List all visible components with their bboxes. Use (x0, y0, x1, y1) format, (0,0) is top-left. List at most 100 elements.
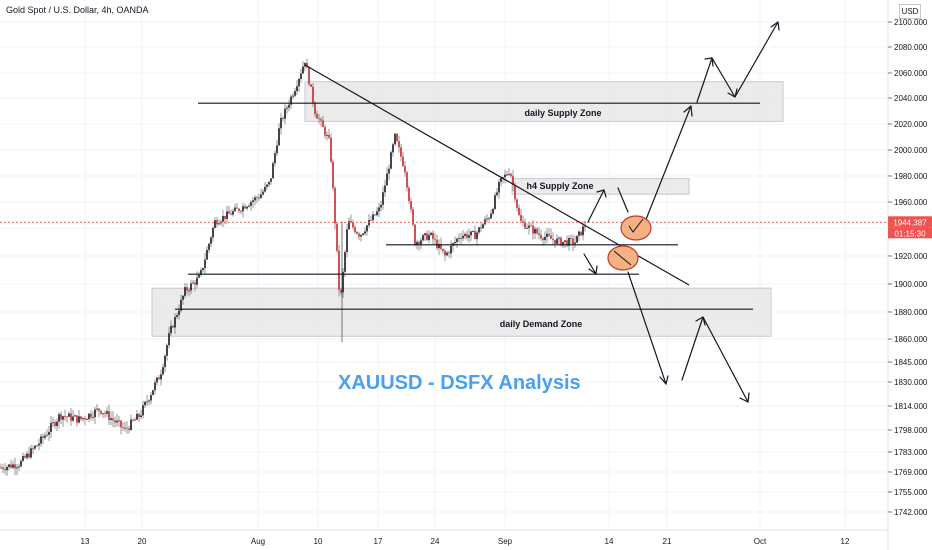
price-tick-label: 2000.000 (894, 146, 928, 155)
candle-body (512, 175, 514, 185)
candle-body (34, 445, 36, 449)
candle-body (384, 185, 386, 193)
horizontal-levels (175, 102, 760, 310)
candle-body (326, 134, 328, 136)
candles (0, 58, 586, 476)
candle-body (184, 287, 186, 296)
arrowhead (596, 189, 607, 198)
candle-body (74, 415, 76, 417)
time-tick-label: 13 (81, 537, 90, 546)
candle-body (408, 187, 410, 202)
candle-body (470, 231, 472, 236)
price-axis[interactable]: 2100.000 2080.000 2060.000 2040.000 2020.000… (888, 18, 928, 517)
candle-body (8, 464, 10, 467)
price-tick-label: 2100.000 (894, 18, 928, 27)
candle-body (352, 222, 354, 228)
candle-body (178, 310, 180, 316)
candle-body (396, 133, 398, 142)
time-tick-label: 20 (138, 537, 147, 546)
candle-body (370, 220, 372, 221)
candle-body (268, 181, 270, 185)
candle-body (248, 205, 250, 207)
candle-body (64, 416, 66, 418)
candle-body (356, 232, 358, 234)
candle-body (24, 456, 26, 458)
candle-body (464, 233, 466, 236)
candle-body (110, 418, 112, 420)
candle-body (28, 453, 30, 458)
candle-body (144, 401, 146, 406)
candle-body (162, 367, 164, 375)
candle-body (392, 144, 394, 153)
candle-body (530, 225, 532, 227)
candle-body (232, 211, 234, 215)
candle-body (290, 96, 292, 105)
candle-body (472, 231, 474, 232)
candle-body (274, 153, 276, 164)
candle-body (502, 177, 504, 179)
candle-body (534, 228, 536, 234)
candle-body (282, 117, 284, 119)
candle-body (86, 419, 88, 420)
candle-body (544, 236, 546, 241)
candle-body (94, 409, 96, 418)
currency-button[interactable]: USD (899, 4, 921, 19)
candle-body (82, 418, 84, 420)
candle-body (128, 428, 130, 431)
candle-body (288, 104, 290, 108)
candle-body (308, 67, 310, 85)
candle-body (514, 184, 516, 200)
zone-label: h4 Supply Zone (526, 181, 593, 191)
cross-mark (613, 250, 632, 266)
candle-body (474, 231, 476, 240)
candle-body (242, 206, 244, 212)
price-tick-label: 1798.000 (894, 426, 928, 435)
candle-body (364, 231, 366, 234)
countdown-tag (888, 227, 932, 239)
candle-body (56, 421, 58, 427)
candle-body (302, 66, 304, 74)
candle-body (138, 413, 140, 417)
projection-arrows (583, 21, 780, 403)
candle-body (324, 127, 326, 136)
candle-body (260, 194, 262, 199)
candle-body (50, 422, 52, 432)
candle-body (368, 220, 370, 226)
candle-body (186, 287, 188, 291)
price-tick-label: 1755.000 (894, 488, 928, 497)
time-tick-label: Sep (498, 537, 513, 546)
candle-body (500, 177, 502, 182)
candle-body (104, 413, 106, 415)
candle-body (454, 241, 456, 244)
candle-body (430, 232, 432, 235)
candle-body (84, 418, 86, 420)
candle-body (228, 211, 230, 214)
candle-body (336, 223, 338, 251)
candle-body (48, 431, 50, 435)
countdown-label: 01:15:30 (894, 229, 926, 238)
candle-body (40, 436, 42, 444)
price-tick-label: 1845.000 (894, 358, 928, 367)
candle-body (362, 233, 364, 235)
candle-body (170, 325, 172, 334)
candle-body (488, 218, 490, 220)
candle-body (570, 237, 572, 239)
candle-body (436, 239, 438, 249)
candle-body (388, 168, 390, 174)
candle-body (450, 245, 452, 254)
candle-body (106, 411, 108, 414)
candle-body (276, 145, 278, 154)
candle-body (522, 221, 524, 223)
candle-body (330, 137, 332, 162)
candle-body (456, 238, 458, 242)
arrowhead (588, 265, 598, 275)
candle-body (580, 231, 582, 236)
candle-body (62, 416, 64, 420)
candle-body (222, 216, 224, 222)
candle-body (418, 241, 420, 245)
time-axis[interactable]: 13 20 Aug 10 17 24 Sep 14 21 Oct 12 (81, 537, 850, 546)
candle-body (200, 270, 202, 275)
candle-body (480, 227, 482, 229)
candle-body (244, 206, 246, 209)
